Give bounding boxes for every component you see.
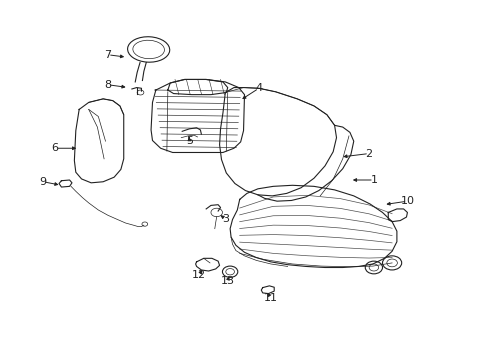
Text: 9: 9 [40, 177, 47, 187]
Text: 12: 12 [191, 270, 205, 280]
Text: 6: 6 [52, 143, 59, 153]
Text: 13: 13 [220, 275, 234, 285]
Text: 1: 1 [369, 175, 377, 185]
Text: 10: 10 [400, 196, 414, 206]
Text: 11: 11 [264, 293, 277, 303]
Text: 3: 3 [222, 214, 228, 224]
Text: 5: 5 [185, 136, 192, 146]
Text: 4: 4 [255, 83, 262, 93]
Text: 2: 2 [365, 149, 372, 158]
Text: 8: 8 [104, 80, 111, 90]
Text: 7: 7 [104, 50, 111, 60]
